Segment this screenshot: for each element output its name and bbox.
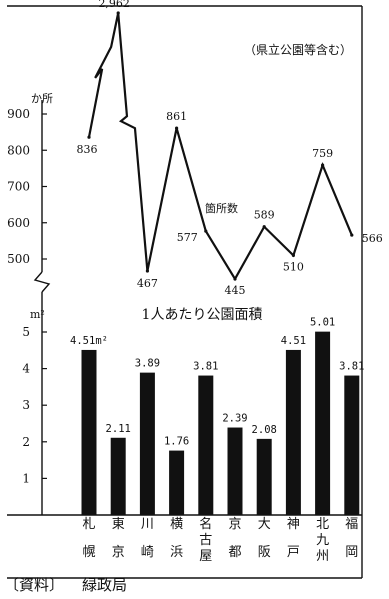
line-value-label: 589 (254, 209, 275, 222)
line-points (87, 11, 354, 281)
bar-chart: m² 1人あたり公園面積 5 4 3 2 1 4.51m² 2.11 3.89 1.76 3.8… (22, 307, 364, 515)
line-tick-label: 900 (7, 107, 30, 121)
bar (285, 349, 301, 515)
bar-value-label: 2.11 (106, 423, 131, 435)
category-label: 名 (199, 516, 212, 532)
bar (139, 372, 155, 515)
bars (81, 331, 360, 515)
line-value-label: 467 (137, 277, 158, 290)
bar (110, 437, 126, 515)
category-label: 川 (141, 517, 154, 532)
category-label: 京 (112, 545, 125, 560)
frame (7, 5, 363, 579)
bar-value-label: 2.39 (222, 413, 247, 425)
bar (169, 450, 185, 515)
bar-value-label: 3.81 (339, 361, 364, 373)
line-value-label: 759 (312, 147, 333, 160)
category-label: 屋 (199, 549, 212, 564)
bar-value-label: 1.76 (164, 436, 189, 448)
bar-tick-label: 3 (22, 398, 30, 412)
bar (198, 375, 214, 515)
line-tick-label: 700 (7, 180, 30, 194)
scope-note: （県立公園等含む） (244, 42, 352, 57)
line-point (87, 135, 91, 139)
category-label: 戸 (287, 545, 300, 560)
bar-value-label: 5.01 (310, 317, 335, 329)
bar (227, 427, 243, 515)
line-value-label: 577 (177, 231, 198, 244)
category-label: 大 (258, 517, 271, 532)
category-label: 札 (82, 517, 95, 532)
category-label: 九 (316, 533, 329, 548)
line-value-label: 836 (77, 143, 98, 156)
line-point (262, 225, 266, 229)
bar-y-ticks: 5 4 3 2 1 (22, 325, 47, 485)
line-tick-label: 800 (7, 143, 30, 157)
line-point (145, 269, 149, 273)
category-label: 東 (112, 516, 125, 532)
line-unit-label: か所 (31, 92, 53, 105)
line-point (116, 11, 120, 15)
line-value-label: 2,962 (98, 0, 130, 10)
category-label: 岡 (345, 545, 358, 560)
line-point (350, 233, 354, 237)
bar-value-label: 3.81 (193, 361, 218, 373)
source-text: 緑政局 (82, 576, 127, 594)
line-chart: か所 900 800 700 600 500 836 2,962 467 861 577 445 5… (7, 0, 383, 297)
line-value-label: 510 (283, 260, 304, 273)
line-point (233, 277, 237, 281)
line-point (204, 229, 208, 233)
category-label: 横 (170, 517, 183, 532)
bar-value-label: 3.89 (135, 358, 160, 370)
category-label: 古 (199, 533, 212, 548)
line-point (175, 126, 179, 130)
category-label: 阪 (258, 545, 271, 560)
line-tick-label: 500 (7, 252, 30, 266)
category-label: 京 (228, 517, 241, 532)
source-label: 〔資料〕 (4, 576, 64, 594)
line-value-label: 861 (166, 110, 187, 123)
bar-value-label: 4.51m² (70, 335, 108, 347)
bar (81, 349, 97, 515)
bar (315, 331, 331, 515)
category-label: 神 (287, 517, 300, 532)
bar-unit-label: m² (30, 308, 45, 321)
line-tick-label: 600 (7, 216, 30, 230)
bar-tick-label: 1 (22, 471, 30, 485)
bar-value-labels: 4.51m² 2.11 3.89 1.76 3.81 2.39 2.08 4.51 5.01 3.… (70, 317, 364, 448)
bar-value-label: 4.51 (281, 335, 306, 347)
category-label: 都 (228, 545, 241, 560)
category-label: 北 (316, 517, 329, 532)
category-label: 浜 (170, 545, 183, 560)
bar-value-label: 2.08 (252, 424, 277, 436)
category-label: 福 (345, 517, 358, 532)
bar (344, 375, 360, 515)
bar-tick-label: 4 (22, 362, 30, 376)
line-value-label: 445 (225, 284, 246, 297)
line-value-label: 566 (362, 232, 383, 245)
bar-chart-title: 1人あたり公園面積 (142, 307, 263, 323)
bar-tick-label: 2 (22, 435, 30, 449)
line-point (321, 163, 325, 167)
series-line (87, 12, 353, 282)
category-label: 幌 (82, 544, 95, 560)
series-label: 箇所数 (205, 201, 238, 215)
line-point (291, 253, 295, 257)
line-value-labels: 836 2,962 467 861 577 445 589 510 759 566 (77, 0, 383, 297)
line-y-ticks: 900 800 700 600 500 (7, 107, 47, 266)
bar-tick-label: 5 (22, 325, 30, 339)
category-label: 崎 (141, 545, 154, 560)
bar (256, 438, 272, 515)
category-label: 州 (316, 549, 329, 564)
